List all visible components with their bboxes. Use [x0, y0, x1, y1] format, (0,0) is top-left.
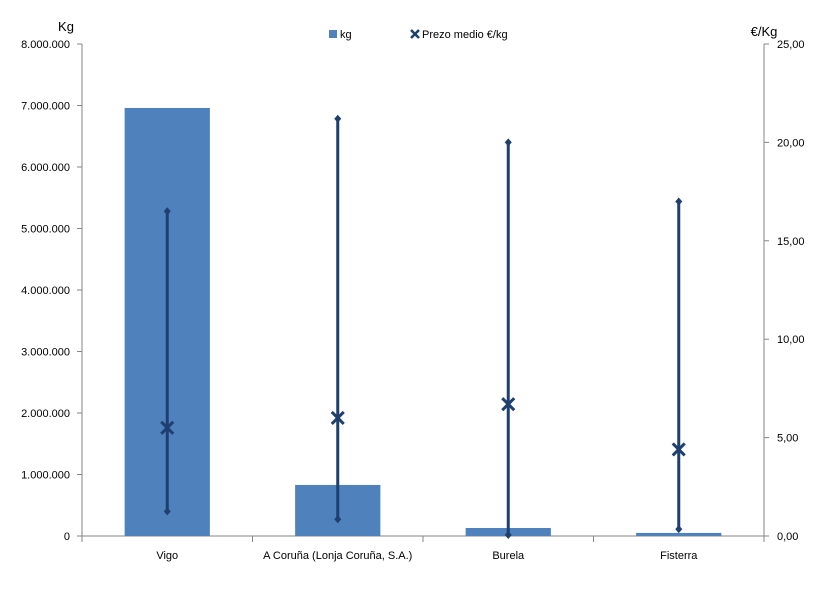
right-tick-label: 5,00	[777, 433, 798, 445]
legend-label-price: Prezo medio €/kg	[422, 29, 508, 41]
left-axis-unit: Kg	[58, 19, 74, 34]
price-min-marker	[334, 515, 342, 524]
left-tick-label: 6.000.000	[21, 162, 70, 174]
legend-marker-price	[410, 29, 420, 39]
price-average-marker	[330, 410, 345, 425]
price-min-marker	[504, 531, 512, 540]
price-ranges	[160, 114, 686, 540]
legend-swatch-kg	[329, 30, 337, 38]
price-max-marker	[334, 114, 342, 123]
right-tick-label: 20,00	[777, 137, 805, 149]
left-tick-label: 5.000.000	[21, 224, 70, 236]
right-axis-unit: €/Kg	[751, 24, 778, 39]
left-tick-label: 7.000.000	[21, 101, 70, 113]
price-min-marker	[675, 525, 683, 534]
tick-labels: 0 1.000.000 2.000.000 3.000.000 4.000.000 5.0…	[21, 19, 804, 562]
right-tick-label: 0,00	[777, 531, 798, 543]
x-tick-label: Fisterra	[660, 550, 698, 562]
price-average-marker	[671, 442, 686, 457]
left-tick-label: 4.000.000	[21, 285, 70, 297]
left-tick-label: 3.000.000	[21, 347, 70, 359]
bar	[636, 532, 722, 536]
right-tick-label: 25,00	[777, 39, 805, 51]
price-average-marker	[160, 420, 175, 435]
x-tick-label: A Coruña (Lonja Coruña, S.A.)	[263, 550, 412, 562]
price-min-marker	[163, 507, 171, 516]
price-max-marker	[163, 207, 171, 216]
right-tick-label: 10,00	[777, 334, 805, 346]
left-tick-label: 0	[64, 531, 70, 543]
price-average-marker	[501, 397, 516, 412]
price-max-marker	[675, 197, 683, 206]
left-tick-label: 2.000.000	[21, 408, 70, 420]
left-tick-label: 1.000.000	[21, 470, 70, 482]
x-tick-label: Burela	[492, 550, 525, 562]
price-max-marker	[504, 138, 512, 147]
left-tick-label: 8.000.000	[21, 39, 70, 51]
x-tick-label: Vigo	[156, 550, 178, 562]
bars	[124, 107, 722, 537]
right-tick-label: 15,00	[777, 236, 805, 248]
legend-label-kg: kg	[340, 29, 352, 41]
legend: kg Prezo medio €/kg	[329, 29, 508, 41]
